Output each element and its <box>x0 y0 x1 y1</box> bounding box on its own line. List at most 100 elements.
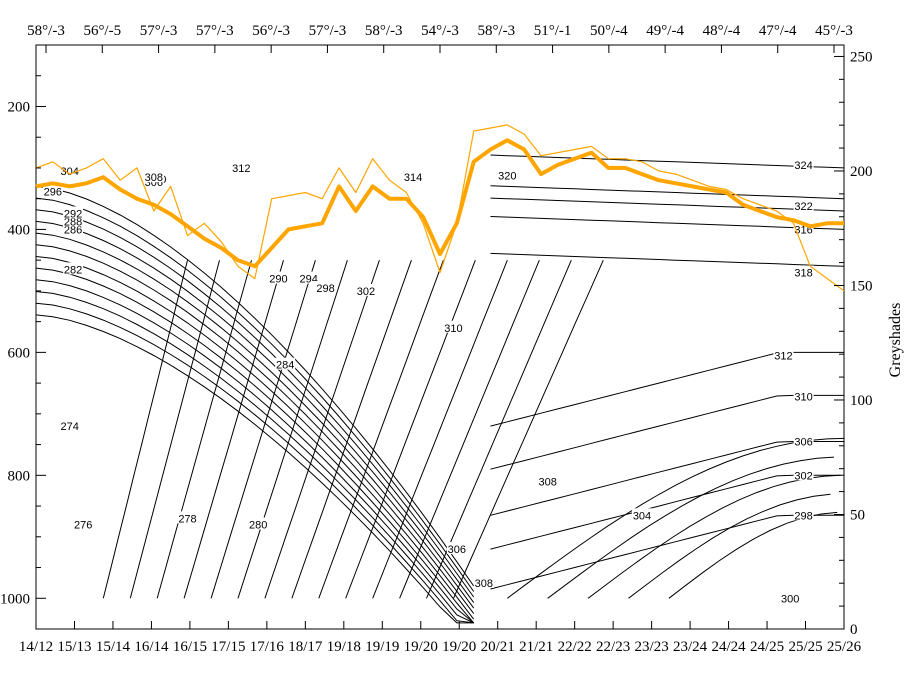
left-axis: 200 400 600 800 1000 <box>0 75 46 630</box>
contour-label-bg <box>143 170 164 183</box>
left-tick-label: 200 <box>8 99 31 115</box>
top-tick-label: 51°/-1 <box>534 23 572 39</box>
series-layer <box>35 124 845 292</box>
bottom-axis: 14/12 15/13 15/14 16/14 16/15 17/15 17/16 18/17… <box>19 621 862 655</box>
top-tick-label: 47°/-4 <box>759 23 797 39</box>
contour-label: 278 <box>178 513 196 525</box>
contour-label: 282 <box>64 264 82 276</box>
contour-label: 302 <box>794 470 812 482</box>
top-tick-label: 57°/-3 <box>196 23 234 39</box>
bottom-tick-label: 17/16 <box>250 639 285 655</box>
contour-line <box>399 260 540 599</box>
contour-line <box>547 456 834 599</box>
contour-line <box>35 185 475 587</box>
contour-line <box>490 197 845 212</box>
contour-lines <box>35 154 845 624</box>
contour-label: 288 <box>64 216 82 228</box>
top-tick-label: 56°/-3 <box>252 23 290 39</box>
right-tick-label: 150 <box>850 278 873 294</box>
right-axis-label: Greyshades <box>887 303 904 378</box>
bottom-tick-label: 19/19 <box>365 639 399 655</box>
contour-label-bg <box>355 283 376 296</box>
contour-label: 322 <box>794 201 812 213</box>
contour-label-bg <box>773 348 794 361</box>
contour-label-bg <box>298 271 319 284</box>
right-tick-label: 0 <box>850 622 858 638</box>
contour-line <box>129 260 220 599</box>
contour-label-bg <box>268 271 289 284</box>
contour-label: 274 <box>60 421 78 433</box>
bottom-tick-label: 24/24 <box>711 639 746 655</box>
right-tick-label: 200 <box>850 164 873 180</box>
contour-label-bg <box>632 508 652 521</box>
top-tick-label: 58°/-3 <box>27 23 65 39</box>
contour-label-bg <box>780 591 801 604</box>
contour-label: 302 <box>357 286 375 298</box>
contour-line <box>490 351 844 427</box>
top-tick-label: 54°/-3 <box>421 23 459 39</box>
contour-label-bg <box>63 262 84 275</box>
top-tick-label: 56°/-5 <box>83 23 121 39</box>
top-tick-label: 48°/-4 <box>703 23 741 39</box>
contour-line <box>345 260 476 599</box>
contour-label-bg <box>793 434 814 447</box>
contour-label: 298 <box>794 510 812 522</box>
bottom-tick-label: 20/21 <box>481 639 515 655</box>
contour-label: 306 <box>448 544 466 556</box>
contour-label-bg <box>793 468 814 481</box>
contour-label: 286 <box>64 224 82 236</box>
contour-line <box>102 260 188 599</box>
contour-label-bg <box>793 157 814 170</box>
contour-line <box>35 220 475 603</box>
contour-label: 312 <box>232 163 250 175</box>
contour-label: 318 <box>794 267 812 279</box>
right-tick-label: 100 <box>850 393 873 409</box>
contour-label: 290 <box>269 274 287 286</box>
contour-line <box>490 514 844 590</box>
contour-line <box>156 260 252 599</box>
contour-label-bg <box>497 168 518 181</box>
contour-label-bg <box>275 357 296 370</box>
contour-line <box>668 511 838 599</box>
top-tick-label: 57°/-3 <box>140 23 178 39</box>
contour-line <box>490 441 844 516</box>
bottom-tick-label: 16/14 <box>134 639 169 655</box>
contour-label: 324 <box>794 160 812 172</box>
contour-label: 284 <box>276 360 294 372</box>
contour-label: 314 <box>404 172 422 184</box>
contour-label-bg <box>537 474 558 487</box>
contour-label-bg <box>443 320 464 333</box>
contour-label-bg <box>446 542 467 555</box>
contour-line <box>35 256 475 620</box>
bottom-tick-label: 19/18 <box>327 639 361 655</box>
contour-label: 306 <box>794 437 812 449</box>
contour-label-bg <box>59 164 80 177</box>
contour-line <box>35 314 474 624</box>
contour-label: 294 <box>300 274 318 286</box>
top-tick-label: 58°/-3 <box>365 23 403 39</box>
contour-line <box>35 209 475 598</box>
contour-label-bg <box>793 389 814 402</box>
bottom-tick-label: 15/14 <box>96 639 131 655</box>
contour-line <box>507 437 845 599</box>
contour-label-bg <box>315 280 336 293</box>
contour-label-bg <box>403 170 424 183</box>
left-tick-label: 600 <box>8 345 31 361</box>
contour-line <box>264 260 380 599</box>
contour-line <box>372 260 508 599</box>
bottom-tick-label: 19/20 <box>442 639 476 655</box>
contour-label: 304 <box>60 166 78 178</box>
contour-line <box>35 291 474 624</box>
contour-label: 310 <box>794 392 812 404</box>
contour-label: 304 <box>633 510 651 522</box>
contour-label: 276 <box>74 519 92 531</box>
contour-label-bg <box>231 160 252 173</box>
bottom-tick-label: 22/23 <box>596 639 630 655</box>
contour-line <box>291 260 412 599</box>
contour-line <box>237 260 348 599</box>
bottom-tick-label: 19/20 <box>404 639 438 655</box>
top-tick-label: 50°/-4 <box>590 23 628 39</box>
contour-label: 310 <box>444 323 462 335</box>
bottom-tick-label: 23/23 <box>635 639 669 655</box>
contour-line <box>490 394 844 470</box>
